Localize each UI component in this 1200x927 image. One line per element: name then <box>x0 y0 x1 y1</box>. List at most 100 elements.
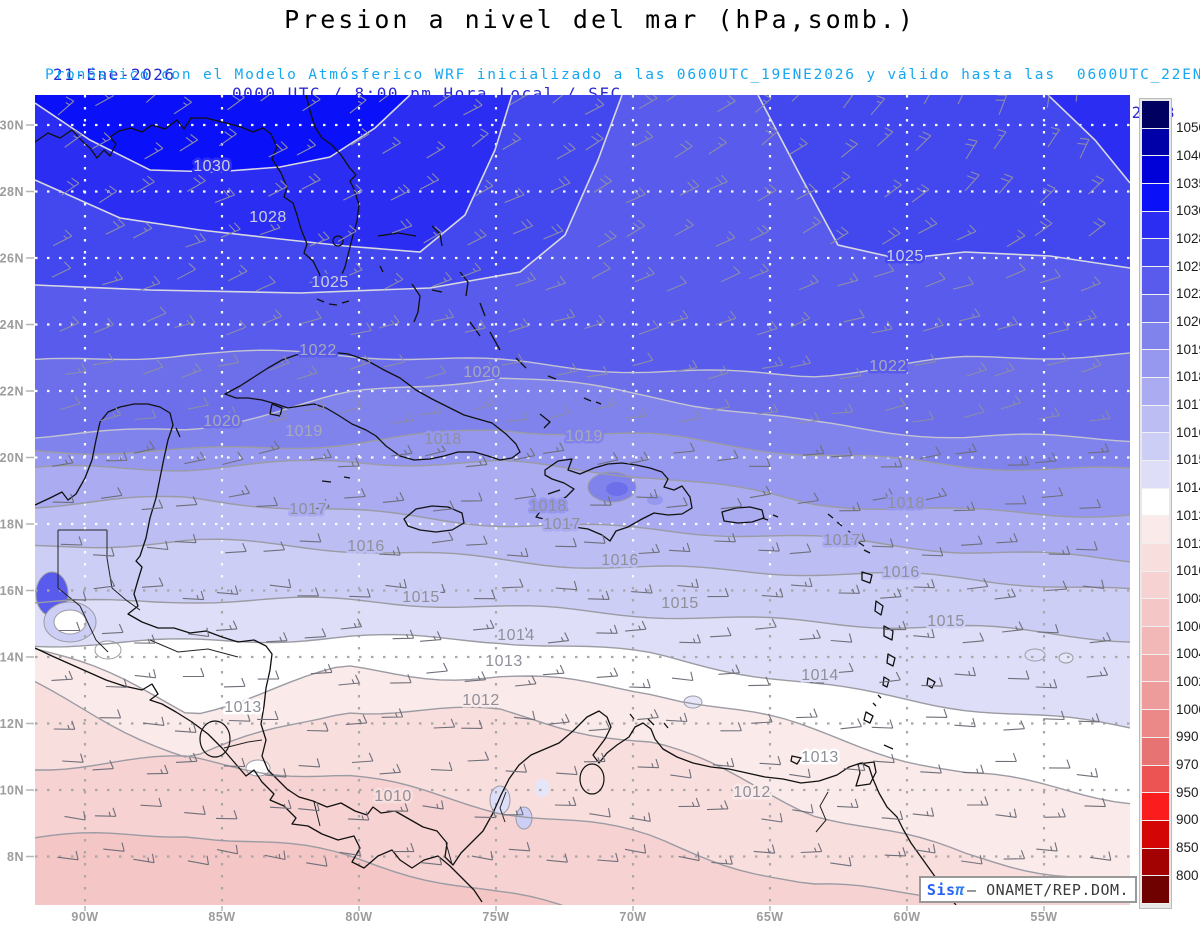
wind-barb <box>673 442 695 454</box>
wind-barb <box>181 363 202 379</box>
wind-barb <box>796 708 818 719</box>
wind-barb <box>637 758 660 769</box>
wind-barb <box>385 578 407 589</box>
wind-barb <box>134 634 156 644</box>
wind-barb <box>146 306 167 323</box>
wind-barb <box>708 398 731 411</box>
wind-barb <box>919 446 941 460</box>
wind-barb <box>1000 395 1022 410</box>
wind-barb <box>52 229 73 247</box>
wind-barb <box>141 577 164 588</box>
colorbar-cell <box>1142 350 1169 378</box>
colorbar-cell <box>1142 627 1169 655</box>
wind-barb <box>184 805 206 815</box>
wind-barb <box>269 578 292 589</box>
lat-tick-label: 16N <box>0 584 24 598</box>
wind-barb <box>1002 621 1024 633</box>
wind-barb <box>58 621 81 632</box>
isobar-line <box>1047 95 1130 184</box>
wind-barb <box>471 850 494 861</box>
coastline <box>35 95 360 289</box>
colorbar-cell <box>1142 516 1169 544</box>
wind-barb <box>300 310 322 325</box>
contour-label: 1025 <box>311 274 349 291</box>
isobar-line <box>35 495 1130 563</box>
wind-barb <box>884 847 907 857</box>
contour-label: 1012 <box>462 692 500 709</box>
wind-barb <box>955 443 977 455</box>
wind-barb <box>1079 498 1102 509</box>
wind-barb <box>556 142 576 160</box>
wind-barb <box>93 577 116 590</box>
wind-barb <box>555 580 578 591</box>
wind-barb <box>668 542 691 553</box>
wind-barb <box>507 627 529 637</box>
terrain-blob <box>53 609 87 635</box>
wind-barb <box>631 584 653 594</box>
wind-barb <box>840 139 858 158</box>
wind-barb <box>472 361 495 374</box>
wind-barb <box>508 841 531 852</box>
wind-barb <box>954 666 976 677</box>
wind-barb <box>60 536 83 546</box>
lat-tick-label: 8N <box>7 850 24 864</box>
wind-barb <box>545 275 567 291</box>
wind-barb <box>597 852 619 863</box>
contour-label: 1016 <box>601 552 639 569</box>
contour-label: 1016 <box>882 564 920 581</box>
lon-tick-label: 70W <box>619 910 646 924</box>
wind-barb <box>337 224 357 242</box>
colorbar-tick-label: 1008 <box>1176 590 1200 606</box>
colorbar-tick-label: 1025 <box>1176 258 1200 274</box>
wind-barb <box>872 488 894 501</box>
wind-barb <box>146 540 169 551</box>
colorbar-tick-label: 1019 <box>1176 341 1200 357</box>
wind-barb <box>880 588 902 599</box>
wind-barb <box>506 547 529 558</box>
colorbar-cell <box>1142 682 1169 711</box>
wind-barb <box>959 308 981 322</box>
wind-barb <box>1046 95 1050 108</box>
wind-barb <box>720 266 741 283</box>
wind-barb <box>64 129 83 148</box>
wind-barb <box>1043 710 1065 721</box>
lon-tick-label: 85W <box>208 910 235 924</box>
wind-barb <box>379 546 401 556</box>
wind-barb <box>552 95 564 104</box>
wind-barb <box>424 442 446 457</box>
wind-barb <box>714 533 736 543</box>
wind-barb <box>420 855 443 866</box>
wind-barb <box>52 454 74 467</box>
wind-barb <box>625 187 646 204</box>
wind-barb <box>584 534 606 544</box>
colorbar-cell <box>1142 710 1169 738</box>
colorbar-tick-label: 1028 <box>1176 230 1200 246</box>
colorbar-tick-label: 1017 <box>1176 397 1200 413</box>
wind-barb <box>225 542 247 554</box>
coastline <box>403 505 465 533</box>
wind-barb <box>1075 309 1097 324</box>
wind-barb <box>423 583 446 593</box>
wind-barb <box>925 271 946 288</box>
wind-barb <box>105 218 125 235</box>
isobar-line <box>35 680 1130 880</box>
wind-barb <box>802 674 825 684</box>
wind-barb <box>143 359 164 375</box>
terrain-blob <box>535 779 549 797</box>
wind-barb <box>344 488 366 499</box>
wind-barb <box>749 224 770 241</box>
wind-barb <box>839 367 862 380</box>
wind-barb <box>299 533 322 543</box>
lon-tick-label: 90W <box>71 910 98 924</box>
wind-barb <box>187 397 209 410</box>
wind-barb <box>839 502 861 512</box>
wind-barb <box>514 487 537 500</box>
wind-barb <box>350 322 372 336</box>
wind-barb <box>430 761 453 772</box>
wind-barb <box>268 141 288 158</box>
wind-barb <box>964 171 980 192</box>
wind-barb <box>589 808 611 818</box>
wind-barb <box>542 664 565 676</box>
colorbar-tick-label: 1020 <box>1176 314 1200 330</box>
